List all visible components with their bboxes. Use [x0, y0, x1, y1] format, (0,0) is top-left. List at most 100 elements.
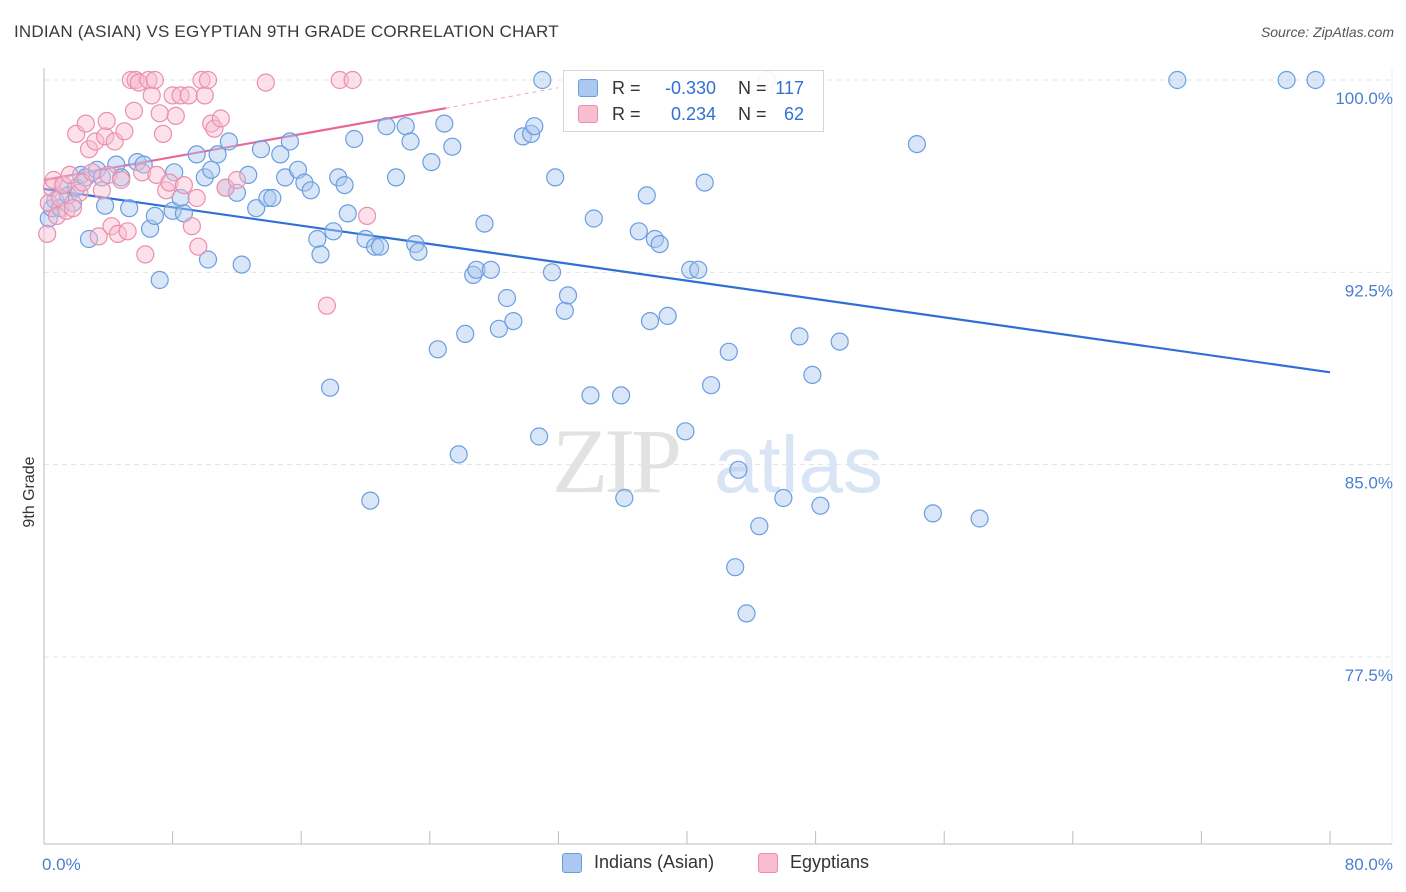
n-label: N =: [738, 77, 767, 98]
point-indians: [637, 186, 656, 205]
source-label: Source: ZipAtlas.com: [1260, 24, 1394, 40]
point-egyptians: [150, 104, 169, 123]
point-indians: [308, 229, 327, 249]
point-indians: [311, 245, 330, 264]
point-indians: [695, 173, 714, 192]
point-egyptians: [126, 70, 145, 90]
point-egyptians: [187, 188, 206, 208]
point-indians: [338, 204, 357, 223]
point-indians: [165, 163, 184, 182]
legend-swatch-egyptians: [758, 852, 778, 873]
point-egyptians: [63, 199, 83, 218]
point-egyptians: [86, 132, 105, 151]
point-indians: [546, 168, 565, 187]
legend-label-indians: Indians (Asian): [594, 852, 715, 872]
point-indians: [219, 132, 238, 151]
point-indians: [737, 604, 756, 623]
point-egyptians: [160, 173, 179, 192]
point-indians: [280, 132, 299, 151]
n-label: N =: [738, 103, 767, 124]
point-indians: [386, 168, 406, 187]
y-tick-label: 100.0%: [1335, 89, 1393, 108]
legend-item-egyptians[interactable]: Egyptians: [758, 852, 869, 873]
legend-swatch-indians: [578, 79, 598, 97]
point-egyptians: [118, 222, 137, 241]
point-indians: [481, 260, 500, 279]
stats-legend: R = -0.330 N = 117 R = 0.234 N = 62: [563, 70, 824, 132]
point-egyptians: [330, 70, 349, 90]
trend-extension-egyptians: [445, 87, 559, 109]
point-indians: [689, 260, 708, 279]
point-egyptians: [133, 163, 152, 182]
point-indians: [542, 263, 562, 282]
point-indians: [345, 129, 364, 149]
point-indians: [239, 165, 258, 184]
point-indians: [428, 340, 447, 359]
point-indians: [134, 155, 153, 174]
point-egyptians: [195, 86, 214, 105]
point-indians: [247, 199, 266, 218]
point-indians: [150, 270, 169, 290]
point-indians: [726, 558, 745, 577]
legend-swatch-egyptians: [578, 105, 598, 123]
legend-item-indians[interactable]: Indians (Asian): [562, 852, 714, 873]
point-egyptians: [182, 217, 201, 236]
point-indians: [615, 488, 634, 508]
tick-labels: 100.0% 92.5% 85.0% 77.5% 0.0% 80.0%: [42, 89, 1393, 874]
x-tick-label: 80.0%: [1345, 855, 1393, 874]
point-indians: [401, 132, 420, 151]
point-indians: [504, 312, 523, 331]
point-indians: [830, 332, 849, 351]
point-egyptians: [189, 237, 208, 256]
point-egyptians: [115, 122, 134, 141]
y-tick-label: 85.0%: [1345, 474, 1393, 493]
point-indians: [198, 250, 218, 269]
point-indians: [370, 237, 390, 256]
point-egyptians: [83, 163, 102, 182]
point-indians: [187, 145, 206, 164]
point-indians: [263, 188, 282, 208]
point-indians: [301, 181, 320, 200]
point-egyptians: [317, 296, 336, 315]
data-points: [38, 70, 1325, 623]
point-egyptians: [54, 176, 73, 195]
point-indians: [658, 306, 677, 325]
axes: [43, 68, 1393, 845]
point-indians: [227, 183, 246, 202]
point-egyptians: [92, 181, 112, 200]
point-egyptians: [174, 176, 193, 195]
point-indians: [251, 140, 271, 159]
point-indians: [729, 460, 748, 479]
point-indians: [145, 206, 164, 225]
trend-lines: [43, 87, 1331, 374]
chart-title: INDIAN (ASIAN) VS EGYPTIAN 9TH GRADE COR…: [14, 22, 559, 41]
point-indians: [464, 265, 483, 284]
point-egyptians: [142, 86, 161, 105]
point-indians: [324, 222, 343, 241]
y-tick-label: 92.5%: [1345, 281, 1393, 300]
point-indians: [629, 222, 648, 241]
legend-swatch-indians: [562, 852, 582, 873]
point-egyptians: [227, 170, 246, 190]
point-egyptians: [47, 206, 67, 225]
point-indians: [907, 135, 927, 154]
point-indians: [232, 255, 251, 274]
point-indians: [422, 153, 441, 172]
point-indians: [650, 235, 669, 254]
r-value: -0.330: [664, 77, 716, 98]
y-axis-title: 9th Grade: [21, 456, 38, 527]
point-indians: [449, 445, 468, 464]
point-indians: [1168, 70, 1187, 90]
point-indians: [377, 117, 396, 136]
point-indians: [497, 288, 517, 308]
trend-line-indians: [43, 187, 1331, 374]
trend-line-egyptians: [43, 107, 447, 182]
legend-row-egyptians: R = 0.234 N = 62: [578, 102, 804, 126]
series-legend: Indians (Asian) Egyptians: [0, 852, 1406, 878]
point-egyptians: [205, 119, 224, 138]
point-egyptians: [70, 183, 89, 202]
point-egyptians: [145, 70, 164, 90]
point-indians: [584, 209, 603, 228]
point-indians: [396, 117, 415, 136]
